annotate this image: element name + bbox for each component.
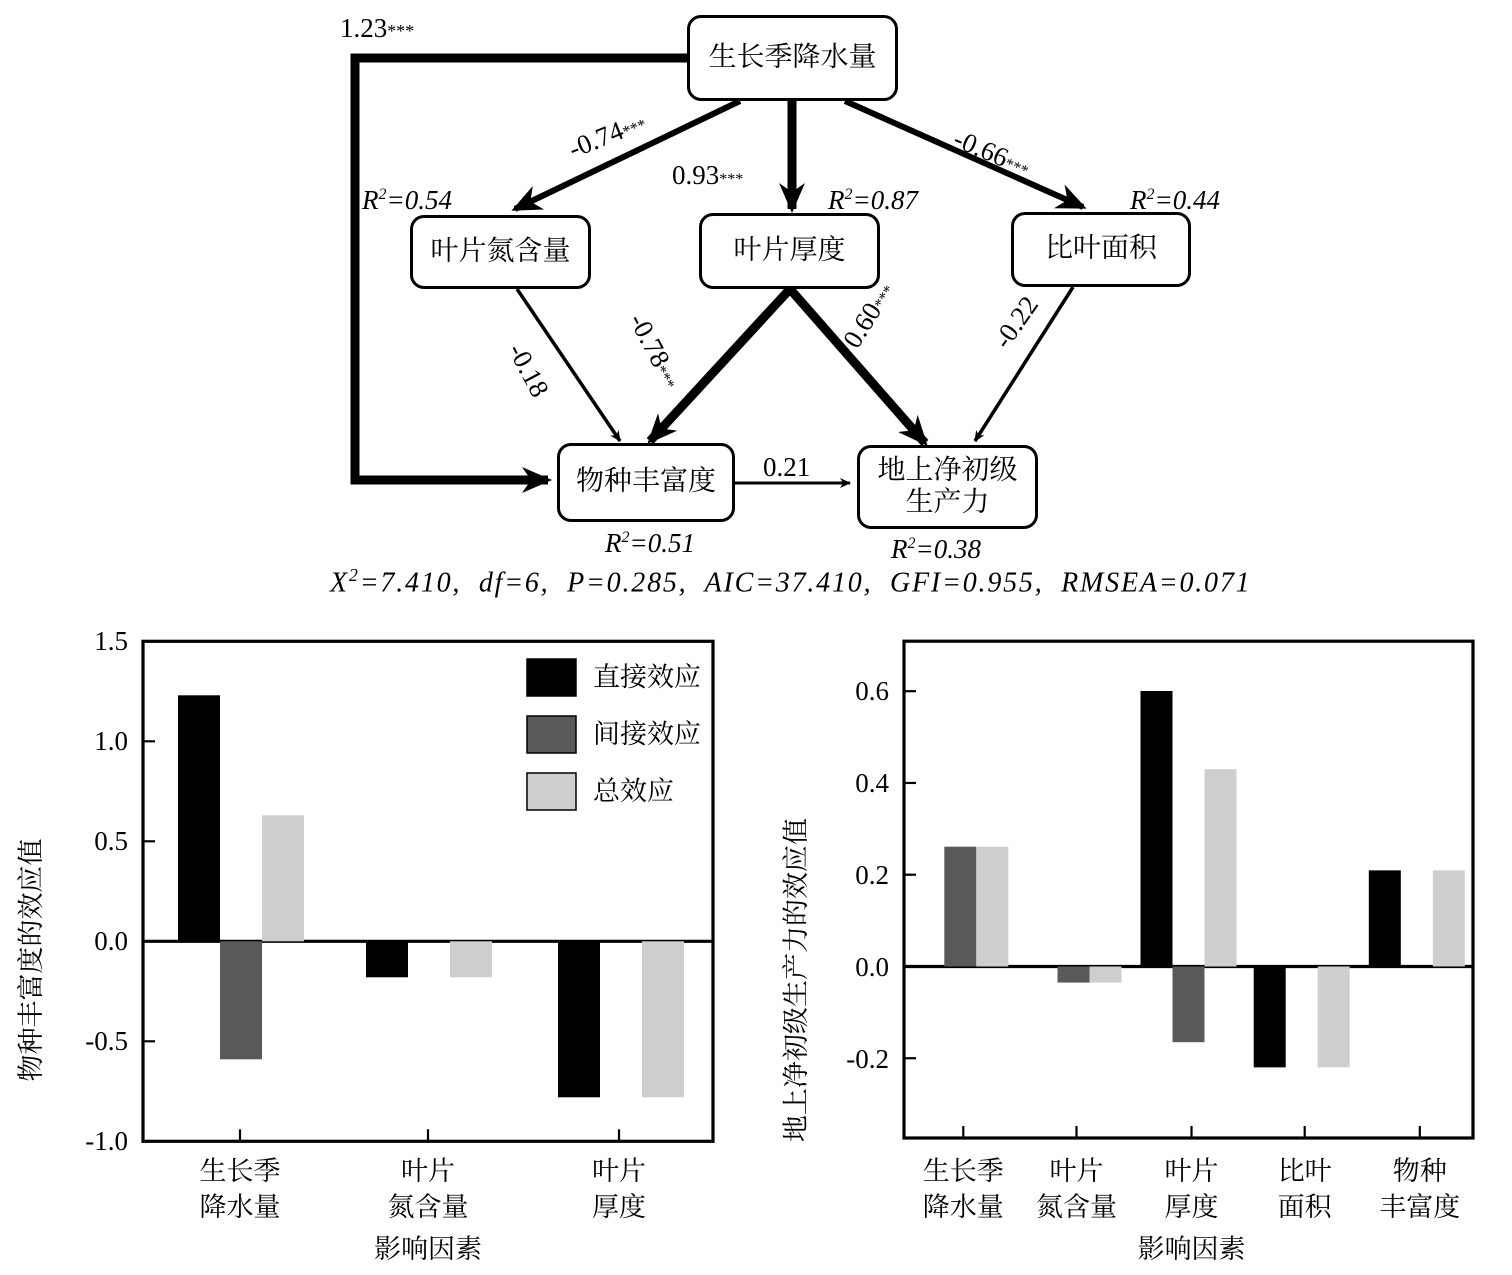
- svg-text:降水量: 降水量: [200, 1192, 281, 1222]
- svg-text:叶片: 叶片: [592, 1156, 646, 1186]
- svg-text:降水量: 降水量: [923, 1192, 1004, 1222]
- svg-text:面积: 面积: [1278, 1192, 1332, 1222]
- svg-text:-0.2: -0.2: [846, 1044, 889, 1074]
- svg-text:物种: 物种: [1393, 1156, 1447, 1186]
- svg-text:0.5: 0.5: [94, 826, 128, 856]
- svg-text:1.0: 1.0: [94, 726, 128, 756]
- svg-text:0.0: 0.0: [855, 952, 889, 982]
- svg-text:氮含量: 氮含量: [388, 1192, 469, 1222]
- svg-text:丰富度: 丰富度: [1379, 1192, 1460, 1222]
- svg-text:0.0: 0.0: [94, 926, 128, 956]
- svg-text:叶片: 叶片: [401, 1156, 455, 1186]
- svg-text:厚度: 厚度: [592, 1192, 646, 1222]
- svg-text:-1.0: -1.0: [85, 1126, 128, 1156]
- svg-text:地上净初级生产力的效应值: 地上净初级生产力的效应值: [781, 818, 811, 1142]
- svg-text:物种丰富度的效应值: 物种丰富度的效应值: [16, 839, 46, 1082]
- svg-text:0.4: 0.4: [855, 768, 889, 798]
- svg-text:叶片: 叶片: [1050, 1156, 1104, 1186]
- svg-text:氮含量: 氮含量: [1036, 1192, 1117, 1222]
- svg-text:厚度: 厚度: [1165, 1192, 1219, 1222]
- svg-text:影响因素: 影响因素: [374, 1234, 482, 1264]
- svg-text:0.2: 0.2: [855, 860, 889, 890]
- svg-text:0.6: 0.6: [855, 676, 889, 706]
- svg-text:1.5: 1.5: [94, 626, 128, 656]
- svg-text:总效应: 总效应: [593, 776, 674, 806]
- svg-text:影响因素: 影响因素: [1138, 1234, 1246, 1264]
- svg-text:生长季: 生长季: [923, 1156, 1004, 1186]
- svg-text:-0.5: -0.5: [85, 1026, 128, 1056]
- svg-text:间接效应: 间接效应: [593, 719, 701, 749]
- svg-text:生长季: 生长季: [200, 1156, 281, 1186]
- svg-text:叶片: 叶片: [1165, 1156, 1219, 1186]
- svg-text:比叶: 比叶: [1278, 1156, 1332, 1186]
- svg-text:直接效应: 直接效应: [593, 662, 701, 692]
